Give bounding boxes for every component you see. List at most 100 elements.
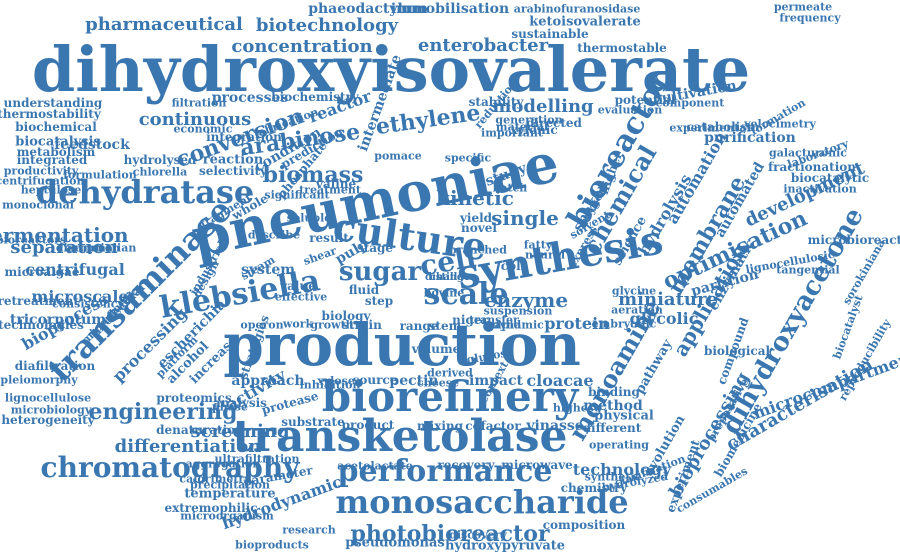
cloud-word: arabinofuranosidase bbox=[513, 2, 641, 16]
cloud-word: heptulose bbox=[20, 183, 82, 197]
cloud-word: economic bbox=[173, 122, 233, 136]
cloud-word: thermostability bbox=[0, 107, 101, 121]
cloud-word: research bbox=[282, 523, 336, 537]
cloud-word: result bbox=[309, 231, 349, 245]
cloud-word: pharmaceutical bbox=[85, 14, 243, 35]
cloud-word: consistency bbox=[52, 297, 124, 311]
cloud-word: approach bbox=[231, 373, 305, 389]
cloud-word: tricornutum bbox=[9, 312, 107, 328]
cloud-word: temperature bbox=[184, 486, 276, 502]
cloud-word: biochemistry bbox=[271, 90, 359, 104]
cloud-word: biotechnology bbox=[255, 15, 399, 36]
cloud-word: cloacae bbox=[526, 371, 594, 390]
cloud-word: highest bbox=[552, 401, 600, 415]
cloud-word: fatty bbox=[523, 238, 553, 252]
cloud-word: cheese bbox=[417, 376, 459, 390]
cloud-word: protein bbox=[544, 314, 610, 333]
cloud-word: embryonic bbox=[591, 317, 657, 331]
cloud-word: continuous bbox=[138, 109, 252, 130]
cloud-word: physical bbox=[594, 408, 654, 424]
cloud-word: diafiltration bbox=[14, 359, 96, 373]
cloud-word: biorefinery bbox=[321, 372, 579, 421]
cloud-word: bovine bbox=[423, 286, 465, 300]
cloud-word: ethylene bbox=[374, 99, 482, 141]
cloud-word: production bbox=[223, 311, 581, 379]
cloud-word: microbiology bbox=[10, 403, 92, 417]
cloud-word: fluid bbox=[348, 283, 380, 297]
cloud-word: distillate bbox=[425, 272, 475, 283]
cloud-word: analysis bbox=[213, 396, 267, 410]
cloud-word: volume bbox=[411, 342, 461, 356]
cloud-word: important bbox=[481, 126, 543, 140]
cloud-word: stage bbox=[356, 241, 394, 255]
cloud-word: calorimetry bbox=[179, 472, 251, 486]
cloud-word: ketoisovalerate bbox=[529, 14, 641, 30]
cloud-word: hydroxypyruvate bbox=[444, 538, 566, 554]
cloud-word: centrifugal bbox=[25, 260, 125, 279]
cloud-word: impact bbox=[469, 373, 523, 389]
cloud-word: binding bbox=[588, 385, 640, 399]
cloud-word: fractionation bbox=[767, 160, 857, 174]
cloud-word: single bbox=[491, 206, 559, 230]
cloud-word: branched bbox=[449, 243, 507, 257]
cloud-word: pleiomorphy bbox=[0, 373, 78, 387]
cloud-word: different bbox=[582, 421, 642, 435]
cloud-word: biology bbox=[321, 309, 371, 323]
cloud-word: acetolactate bbox=[337, 459, 413, 473]
cloud-word: vinasse bbox=[526, 418, 584, 434]
cloud-word: processes bbox=[211, 90, 289, 106]
cloud-word: range bbox=[399, 319, 439, 333]
cloud-word: biocatalytic bbox=[790, 171, 870, 185]
cloud-word: biological bbox=[703, 344, 771, 358]
cloud-word: method bbox=[583, 398, 643, 414]
cloud-word: performance bbox=[337, 454, 553, 489]
cloud-word: fermentation bbox=[0, 223, 129, 247]
cloud-word: monoclonal bbox=[2, 198, 74, 212]
cloud-word: substrate bbox=[281, 415, 345, 429]
cloud-word: dehydratase bbox=[35, 173, 255, 211]
cloud-word: velocimetry bbox=[744, 117, 816, 131]
cloud-word: source bbox=[352, 373, 398, 387]
cloud-word: product bbox=[341, 418, 395, 432]
cloud-word: transketolase bbox=[232, 411, 568, 462]
cloud-word: cofactor bbox=[465, 419, 521, 433]
cloud-word: operon bbox=[240, 318, 284, 332]
cloud-word: growth bbox=[310, 318, 354, 332]
cloud-word: inactivation bbox=[783, 182, 857, 196]
cloud-word: purification bbox=[704, 130, 796, 146]
cloud-word: potential bbox=[614, 93, 676, 107]
cloud-word: discovery bbox=[449, 528, 507, 542]
cloud-word: galacturonic bbox=[769, 146, 847, 160]
cloud-word: integrated bbox=[16, 153, 88, 167]
cloud-word: productivity bbox=[3, 164, 79, 178]
cloud-word: frequency bbox=[779, 11, 841, 25]
cloud-word: monosaccharide bbox=[335, 483, 629, 521]
cloud-word: biocatalysis bbox=[15, 134, 101, 150]
cloud-word: permeate bbox=[773, 0, 833, 14]
cloud-word: pretreatment bbox=[0, 294, 79, 308]
cloud-word: precipitation bbox=[189, 478, 271, 492]
cloud-word: operating bbox=[589, 438, 649, 452]
cloud-word: centrifugation bbox=[0, 174, 85, 188]
cloud-word: step bbox=[364, 294, 394, 308]
cloud-word: significant bbox=[264, 188, 330, 202]
cloud-word: specific bbox=[444, 151, 492, 165]
cloud-word: denaturation bbox=[156, 423, 244, 437]
cloud-word: concentration bbox=[231, 36, 373, 57]
cloud-word: novel bbox=[461, 221, 497, 235]
cloud-word: sustainable bbox=[511, 27, 589, 41]
cloud-word: differentiation bbox=[114, 436, 262, 457]
cloud-word: treatment bbox=[299, 183, 361, 197]
cloud-word: batch bbox=[492, 181, 528, 195]
cloud-word: xylonic bbox=[510, 123, 558, 137]
cloud-word: experimental bbox=[669, 121, 751, 135]
cloud-word: thermostable bbox=[577, 41, 667, 55]
cloud-word: aeration bbox=[611, 303, 663, 317]
cloud-word: stability bbox=[468, 95, 524, 109]
cloud-word: microalgae bbox=[4, 265, 80, 279]
cloud-word: microscale bbox=[31, 287, 129, 306]
cloud-word: engineering bbox=[88, 399, 238, 425]
cloud-word: valine bbox=[315, 177, 357, 191]
cloud-word: filtration bbox=[171, 96, 227, 110]
cloud-word: describe bbox=[247, 228, 301, 242]
